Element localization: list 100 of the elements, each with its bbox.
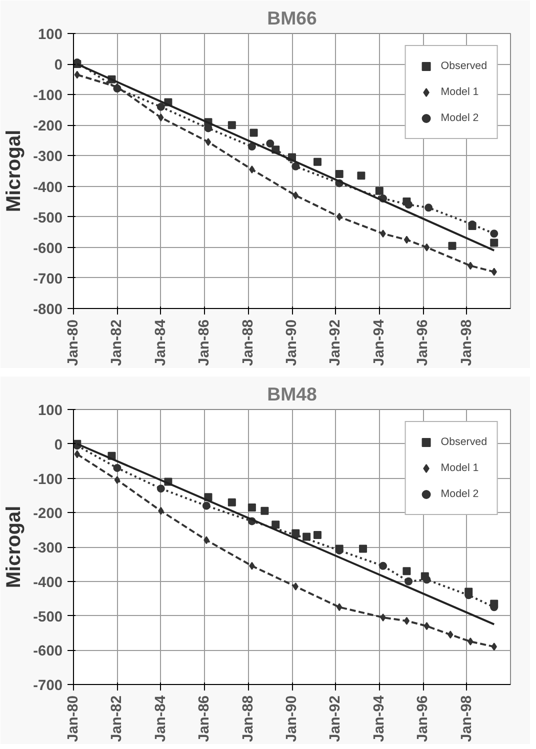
x-tick-label: Jan-90 — [284, 319, 300, 366]
y-tick-label: -400 — [33, 180, 63, 196]
point — [424, 204, 433, 212]
point — [313, 158, 322, 166]
x-tick-label: Jan-96 — [415, 319, 432, 366]
legend-label: Model 2 — [440, 488, 479, 500]
chart-title: BM48 — [267, 384, 317, 404]
x-tick-label: Jan-82 — [109, 695, 126, 742]
chart-title: BM66 — [267, 8, 317, 28]
x-tick-label: Jan-96 — [415, 695, 432, 742]
point — [402, 567, 411, 576]
y-tick-label: -100 — [33, 472, 63, 488]
point — [448, 630, 454, 639]
point — [491, 642, 497, 651]
x-tick-label: Jan-84 — [152, 694, 169, 742]
y-axis-title: Microgal — [3, 506, 26, 588]
point — [422, 576, 431, 584]
legend-label: Observed — [440, 60, 487, 72]
y-tick-label: -700 — [33, 271, 63, 288]
legend-label: Model 2 — [440, 112, 479, 124]
point — [74, 70, 80, 79]
legend-label: Model 1 — [440, 86, 479, 98]
point — [156, 102, 165, 111]
point — [380, 230, 386, 238]
point — [114, 476, 120, 484]
point — [248, 142, 256, 151]
x-tick-label: Jan-86 — [196, 319, 213, 366]
point — [359, 544, 368, 553]
x-tick-label: Jan-94 — [371, 318, 388, 366]
point — [292, 162, 300, 170]
y-tick-label: -600 — [33, 240, 63, 257]
point — [248, 503, 256, 512]
point — [228, 121, 236, 130]
point — [156, 484, 165, 493]
point — [292, 582, 298, 591]
x-tick-label: Jan-92 — [328, 695, 344, 742]
point — [357, 172, 366, 180]
point — [113, 464, 122, 472]
y-tick-label: 0 — [54, 437, 63, 454]
y-tick-label: 100 — [38, 403, 63, 419]
x-tick-label: Jan-80 — [66, 319, 82, 366]
point — [448, 242, 456, 250]
y-tick-label: -300 — [33, 540, 63, 556]
point — [228, 498, 236, 506]
point — [250, 128, 258, 137]
point — [292, 191, 298, 200]
x-tick-label: Jan-84 — [152, 318, 169, 366]
y-tick-label: 100 — [38, 27, 63, 43]
point — [74, 450, 80, 458]
point — [158, 114, 164, 122]
point — [336, 603, 342, 612]
point — [266, 140, 274, 148]
point — [468, 262, 474, 270]
x-tick-label: Jan-88 — [240, 695, 256, 742]
y-tick-label: -600 — [33, 644, 63, 660]
x-tick-label: Jan-98 — [458, 319, 475, 366]
point — [404, 616, 410, 625]
point — [404, 577, 413, 586]
y-tick-label: 0 — [54, 58, 63, 74]
point — [158, 506, 164, 515]
point — [490, 230, 498, 238]
point — [272, 520, 280, 529]
legend-label: Observed — [440, 436, 487, 448]
y-tick-label: -400 — [33, 574, 63, 591]
y-tick-label: -500 — [33, 210, 63, 226]
point — [491, 268, 497, 276]
y-tick-label: -800 — [33, 302, 63, 318]
point — [204, 536, 210, 544]
point — [249, 562, 255, 570]
x-tick-label: Jan-98 — [458, 695, 475, 742]
point — [490, 238, 498, 247]
x-tick-label: Jan-82 — [109, 319, 126, 366]
y-tick-label: -200 — [33, 118, 63, 135]
y-axis-title: Microgal — [3, 130, 26, 212]
point — [468, 638, 474, 646]
point — [249, 165, 255, 174]
x-tick-label: Jan-80 — [66, 695, 82, 742]
x-tick-label: Jan-88 — [240, 319, 256, 366]
point — [260, 506, 269, 515]
x-tick-label: Jan-86 — [196, 695, 213, 742]
legend-label: Model 1 — [440, 462, 479, 474]
point — [336, 212, 342, 221]
point — [379, 562, 388, 570]
point — [424, 243, 430, 252]
point — [202, 502, 210, 510]
point — [404, 200, 413, 209]
point — [335, 170, 344, 178]
y-tick-label: -700 — [33, 678, 63, 694]
y-tick-label: -100 — [33, 88, 63, 104]
point — [375, 186, 384, 195]
point — [404, 236, 410, 244]
point — [424, 622, 430, 630]
y-tick-label: -200 — [33, 506, 63, 522]
x-tick-label: Jan-92 — [328, 319, 344, 366]
point — [205, 138, 212, 146]
y-tick-label: -300 — [33, 149, 63, 166]
point — [313, 530, 322, 539]
point — [380, 613, 386, 622]
x-tick-label: Jan-94 — [371, 694, 388, 742]
x-tick-label: Jan-90 — [284, 695, 300, 742]
